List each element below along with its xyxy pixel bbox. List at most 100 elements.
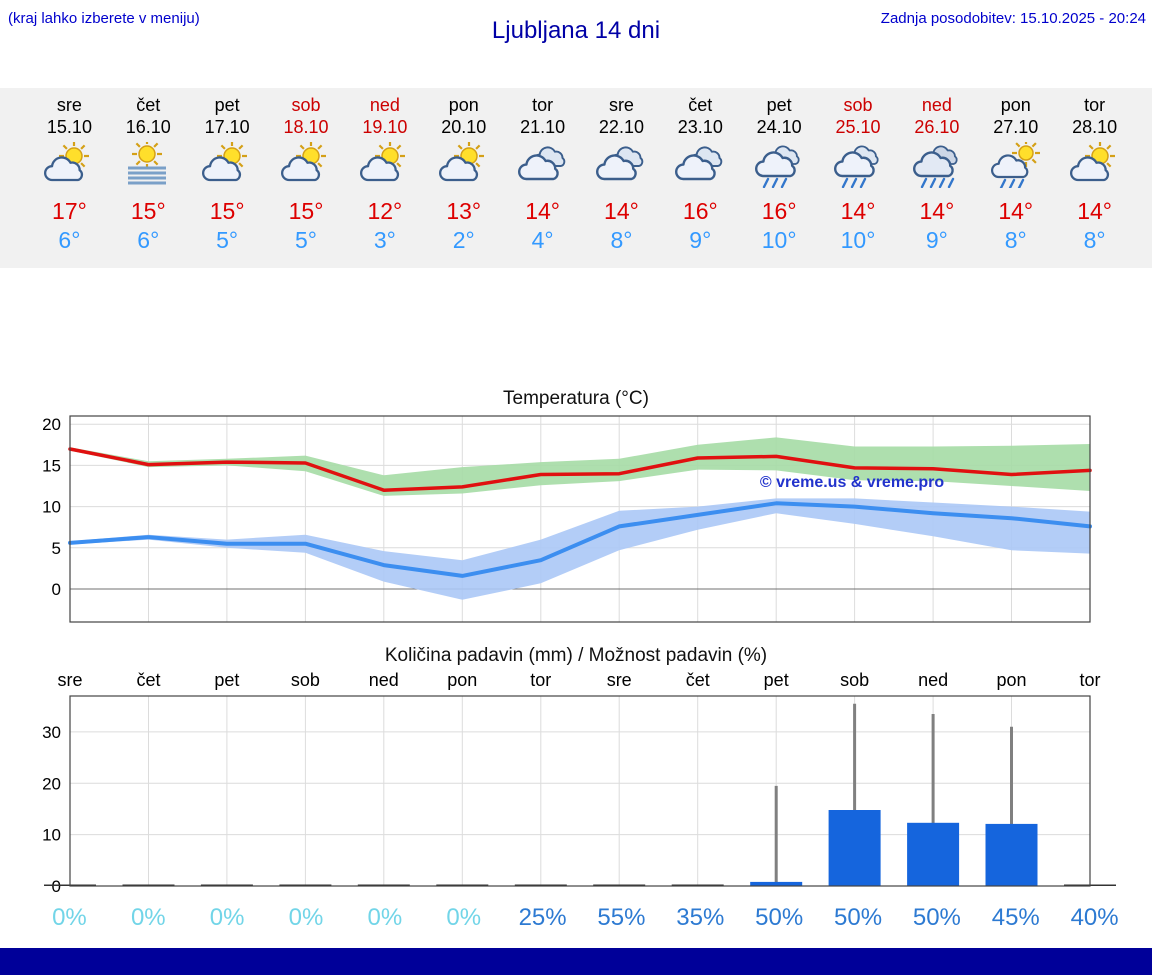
temperature-chart: 0 5 10 15 20 © vreme.us & vreme.pro	[42, 415, 1092, 623]
low-temp: 3°	[373, 227, 396, 253]
svg-text:0: 0	[52, 580, 61, 599]
sun-cloud-icon	[424, 142, 503, 190]
high-temp: 14°	[1077, 198, 1112, 224]
low-temp: 5°	[295, 227, 317, 253]
svg-text:čet: čet	[686, 670, 710, 690]
last-update: Zadnja posodobitev: 15.10.2025 - 20:24	[880, 10, 1146, 27]
precip-probability: 45%	[991, 904, 1040, 931]
svg-text:pet: pet	[764, 670, 789, 690]
day-name: tor	[532, 95, 554, 115]
svg-text:10: 10	[42, 826, 61, 845]
precipitation-chart-title: Količina padavin (mm) / Možnost padavin …	[384, 645, 768, 666]
precip-probability: 50%	[912, 904, 961, 931]
high-temp: 12°	[367, 198, 403, 224]
precip-probability: 25%	[518, 904, 567, 931]
rain-sun-icon	[976, 142, 1055, 190]
low-temp: 8°	[1083, 227, 1106, 253]
day-name: ned	[369, 95, 400, 115]
low-temp: 8°	[1004, 227, 1027, 253]
sun-cloud-icon	[30, 142, 109, 190]
svg-text:ned: ned	[918, 670, 948, 690]
day-date: 24.10	[756, 117, 802, 137]
precip-probability: 55%	[597, 904, 646, 931]
day-name: pon	[1000, 95, 1031, 115]
precip-probability: 0%	[446, 904, 482, 931]
precip-probability-row: 0% 0% 0% 0% 0% 0% 25% 55% 35% 50% 50% 50% 45% 40%	[30, 903, 1134, 933]
day-name: tor	[1084, 95, 1106, 115]
svg-text:tor: tor	[530, 670, 551, 690]
low-temp: 9°	[689, 227, 712, 253]
svg-text:sre: sre	[607, 670, 632, 690]
fog-icon	[109, 142, 188, 190]
svg-text:pon: pon	[996, 670, 1026, 690]
high-temp: 14°	[919, 198, 955, 224]
precip-probability: 0%	[52, 904, 87, 931]
day-name: pet	[214, 95, 240, 115]
low-temp: 4°	[531, 227, 554, 253]
day-date: 19.10	[362, 117, 408, 137]
day-name: sre	[56, 95, 82, 115]
temperature-chart-title: Temperatura (°C)	[503, 388, 649, 409]
svg-text:15: 15	[42, 456, 61, 475]
day-name: ned	[921, 95, 952, 115]
high-temp: 14°	[840, 198, 876, 224]
low-temp: 5°	[216, 227, 239, 253]
day-name: čet	[136, 95, 161, 115]
high-temp: 14°	[604, 198, 639, 224]
low-temp: 10°	[761, 227, 797, 253]
svg-text:ned: ned	[369, 670, 399, 690]
day-date: 17.10	[204, 117, 250, 137]
day-date: 15.10	[46, 117, 92, 137]
day-name: sob	[291, 95, 321, 115]
sun-cloud-icon	[267, 142, 346, 190]
svg-text:čet: čet	[136, 670, 160, 690]
svg-text:0: 0	[52, 877, 61, 896]
day-date: 25.10	[835, 117, 881, 137]
forecast-day-column: čet 23.10 16° 9°	[661, 94, 740, 254]
svg-text:20: 20	[42, 415, 61, 434]
forecast-day-column: pet 24.10 16° 10°	[740, 94, 819, 254]
svg-text:sob: sob	[291, 670, 320, 690]
forecast-strip: sre 15.10 17° 6° čet 16.10 15° 6° pet 17.10 15° 5° s…	[0, 88, 1152, 268]
high-temp: 14°	[525, 198, 560, 224]
low-temp: 2°	[452, 227, 475, 253]
cloudy-icon	[503, 142, 582, 190]
day-date: 22.10	[598, 117, 644, 137]
svg-text:10: 10	[42, 498, 61, 517]
sun-cloud-icon	[1055, 142, 1134, 190]
precip-probability: 50%	[755, 904, 804, 931]
page-title: Ljubljana 14 dni	[491, 17, 661, 44]
day-name: sre	[608, 95, 634, 115]
sun-cloud-icon	[345, 142, 424, 190]
day-date: 26.10	[914, 117, 960, 137]
high-temp: 16°	[761, 198, 797, 224]
high-temp: 15°	[209, 198, 245, 224]
precip-probability: 0%	[209, 904, 245, 931]
forecast-day-column: sre 22.10 14° 8°	[582, 94, 661, 254]
svg-text:30: 30	[42, 723, 61, 742]
forecast-day-column: pet 17.10 15° 5°	[188, 94, 267, 254]
cloudy-icon	[661, 142, 740, 190]
forecast-day-column: sob 25.10 14° 10°	[819, 94, 898, 254]
heavy-rain-icon	[897, 142, 976, 190]
day-name: sob	[843, 95, 873, 115]
day-date: 23.10	[677, 117, 723, 137]
forecast-day-column: čet 16.10 15° 6°	[109, 94, 188, 254]
high-temp: 14°	[998, 198, 1034, 224]
forecast-day-column: tor 21.10 14° 4°	[503, 94, 582, 254]
rain-icon	[819, 142, 898, 190]
forecast-day-column: pon 27.10 14° 8°	[976, 94, 1055, 254]
low-temp: 6°	[137, 227, 160, 253]
svg-text:sob: sob	[840, 670, 869, 690]
low-temp: 8°	[610, 227, 633, 253]
precip-probability: 50%	[834, 904, 883, 931]
svg-text:20: 20	[42, 774, 61, 793]
svg-text:pon: pon	[447, 670, 477, 690]
forecast-day-column: ned 26.10 14° 9°	[897, 94, 976, 254]
high-temp: 13°	[446, 198, 482, 224]
high-temp: 15°	[288, 198, 324, 224]
precip-probability: 0%	[288, 904, 324, 931]
day-date: 21.10	[520, 117, 566, 137]
day-date: 28.10	[1072, 117, 1118, 137]
precip-probability: 0%	[130, 904, 166, 931]
